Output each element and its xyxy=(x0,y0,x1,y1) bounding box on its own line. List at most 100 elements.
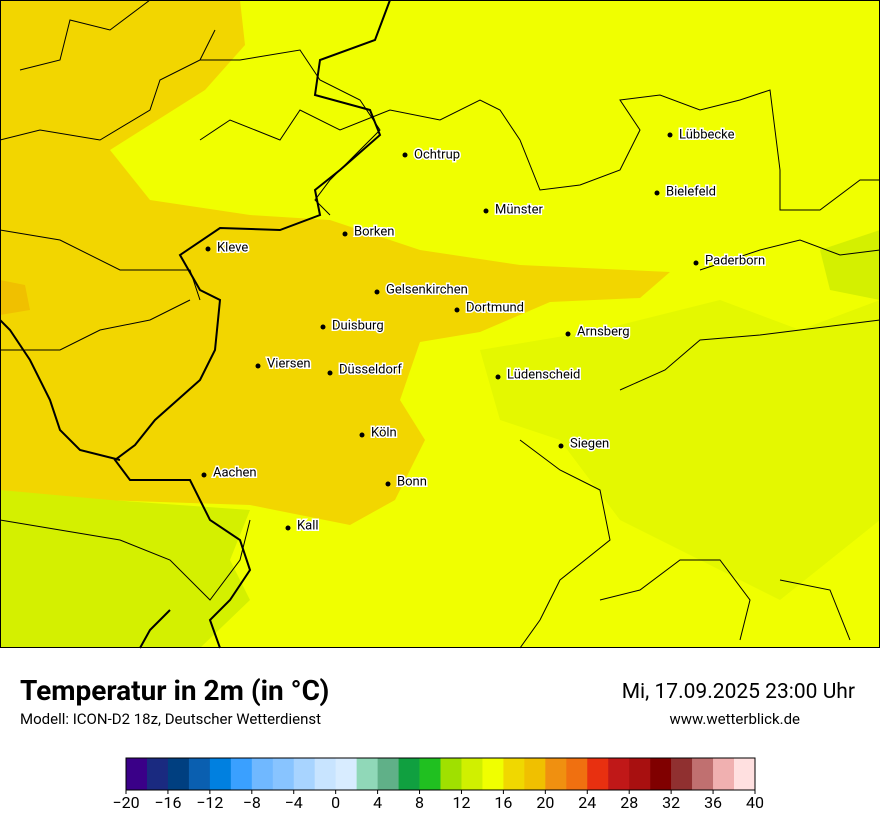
city-dot xyxy=(201,472,207,478)
colorbar-segment xyxy=(566,758,588,790)
city-label: Münster xyxy=(495,202,544,217)
colorbar-segment xyxy=(524,758,546,790)
city: Viersen xyxy=(255,355,312,373)
city-label: Bielefeld xyxy=(666,184,716,199)
city-label: Kleve xyxy=(217,240,248,255)
colorbar-segment xyxy=(335,758,357,790)
city-label: Kall xyxy=(297,518,319,533)
colorbar-segment xyxy=(167,758,190,790)
colorbar-segment xyxy=(251,758,274,790)
colorbar-segment xyxy=(398,758,420,790)
city-label: Dortmund xyxy=(466,300,524,315)
city-dot xyxy=(374,289,380,295)
cool-area xyxy=(820,230,880,300)
city: Aachen xyxy=(201,464,258,482)
colorbar-tick-label: −8 xyxy=(243,793,261,812)
colorbar-tick-label: 20 xyxy=(536,793,554,812)
colorbar-tick-label: −12 xyxy=(196,793,223,812)
colorbar-segment xyxy=(461,758,483,790)
city: Düsseldorf xyxy=(327,361,404,379)
city: Kall xyxy=(285,517,320,535)
city: Duisburg xyxy=(320,317,385,335)
city: Kleve xyxy=(205,239,250,257)
city-dot xyxy=(454,307,460,313)
city-dot xyxy=(667,132,673,138)
city: Köln xyxy=(359,424,398,442)
city-dot xyxy=(693,260,699,266)
city-label: Siegen xyxy=(570,436,609,451)
city: Bonn xyxy=(385,473,428,491)
city: Siegen xyxy=(558,435,611,453)
colorbar-segment xyxy=(146,758,169,790)
colorbar-segment xyxy=(587,758,609,790)
colorbar-tick-label: 32 xyxy=(662,793,680,812)
city-dot xyxy=(558,443,564,449)
colorbar-tick-label: −20 xyxy=(112,793,139,812)
city-label: Borken xyxy=(354,224,394,239)
city: Borken xyxy=(342,223,396,241)
city-label: Lübbecke xyxy=(679,127,735,142)
city: Bielefeld xyxy=(654,183,717,201)
city: Lüdenscheid xyxy=(495,366,582,384)
city-label: Arnsberg xyxy=(577,324,630,339)
city-label: Düsseldorf xyxy=(339,362,402,377)
colorbar-segment xyxy=(126,758,148,790)
colorbar-tick-label: −16 xyxy=(154,793,181,812)
city: Ochtrup xyxy=(402,146,462,164)
city-dot xyxy=(495,374,501,380)
city: Münster xyxy=(483,201,545,219)
cities: Lübbecke Ochtrup Bielefeld Münster Borke… xyxy=(201,126,767,535)
city: Gelsenkirchen xyxy=(374,281,469,299)
colorbar-tick-label: 0 xyxy=(331,793,340,812)
colorbar-segment xyxy=(482,758,504,790)
colorbar-segment xyxy=(419,758,441,790)
city-label: Aachen xyxy=(213,465,257,480)
city: Dortmund xyxy=(454,299,526,317)
colorbar: −20 −16 −12 −8 −4 0 4 8 12 16 20 24 28 32 36 40 xyxy=(112,757,764,812)
colorbar-tick-label: 28 xyxy=(620,793,638,812)
colorbar-segment xyxy=(377,758,399,790)
colorbar-tick-label: 36 xyxy=(704,793,722,812)
colorbar-segment xyxy=(293,758,315,790)
colorbar-tick-label: 12 xyxy=(452,793,470,812)
colorbar-tick-label: 8 xyxy=(415,793,424,812)
colorbar-tick-label: 4 xyxy=(373,793,382,812)
colorbar-segment xyxy=(671,758,693,790)
colorbar-segment xyxy=(734,758,756,790)
colorbar-segment xyxy=(692,758,714,790)
colorbar-frame xyxy=(125,757,756,791)
colorbar-segment xyxy=(608,758,630,790)
colorbar-segment xyxy=(209,758,232,790)
city-label: Lüdenscheid xyxy=(507,367,580,382)
colorbar-segment xyxy=(629,758,651,790)
city-dot xyxy=(285,525,291,531)
colorbar-segment xyxy=(230,758,253,790)
city-dot xyxy=(565,331,571,337)
colorbar-segment xyxy=(545,758,567,790)
colorbar-segment xyxy=(272,758,295,790)
city-label: Gelsenkirchen xyxy=(386,282,468,297)
website: www.wetterblick.de xyxy=(670,710,801,728)
colorbar-tick-label: 16 xyxy=(494,793,512,812)
colorbar-tick-label: −4 xyxy=(285,793,303,812)
city-dot xyxy=(205,246,211,252)
city-dot xyxy=(402,152,408,158)
national-border xyxy=(0,0,391,649)
colorbar-segment xyxy=(314,758,336,790)
city-label: Viersen xyxy=(267,356,311,371)
city-dot xyxy=(342,231,348,237)
city-dot xyxy=(320,324,326,330)
city-label: Köln xyxy=(371,425,397,440)
city-label: Duisburg xyxy=(332,318,384,333)
datetime: Mi, 17.09.2025 23:00 Uhr xyxy=(622,680,855,704)
colorbar-segment xyxy=(713,758,735,790)
colorbar-segment xyxy=(650,758,672,790)
borders xyxy=(0,0,880,649)
city-dot xyxy=(483,208,489,214)
city-dot xyxy=(654,190,660,196)
colorbar-segment xyxy=(188,758,211,790)
colorbar-tick-label: 40 xyxy=(746,793,764,812)
warm-spot xyxy=(0,280,30,315)
city: Lübbecke xyxy=(667,126,736,144)
